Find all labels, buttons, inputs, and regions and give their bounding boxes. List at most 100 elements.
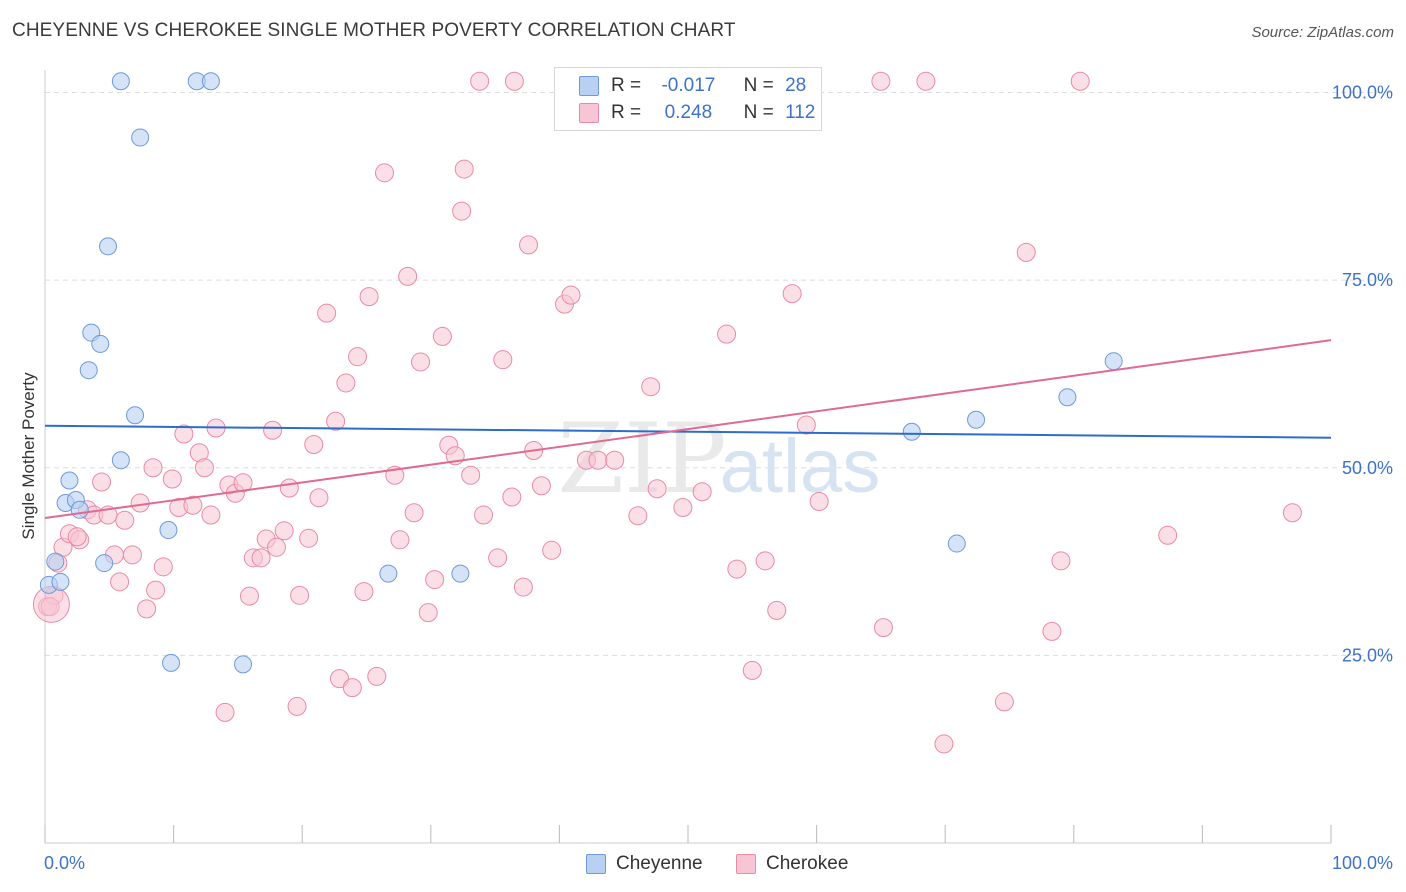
trend-lines <box>44 339 1332 520</box>
cherokee-point <box>115 510 135 530</box>
cherokee-point <box>502 487 522 507</box>
cherokee-point <box>67 527 87 547</box>
cherokee-point <box>873 618 893 638</box>
cherokee-point <box>404 503 424 523</box>
cherokee-point <box>201 505 221 525</box>
cherokee-point <box>755 551 775 571</box>
cheyenne-point <box>91 334 110 353</box>
cheyenne-point <box>1058 388 1077 407</box>
cherokee-point <box>239 586 259 606</box>
cheyenne-point <box>46 552 65 571</box>
cherokee-point <box>122 545 142 565</box>
cherokee-point <box>1282 503 1302 523</box>
cherokee-legend-swatch <box>736 854 756 874</box>
cherokee-point <box>1070 71 1090 91</box>
cherokee-point <box>137 599 157 619</box>
cheyenne-point <box>111 451 130 470</box>
cherokee-point <box>542 540 562 560</box>
x-tick-label-min: 0.0% <box>44 853 85 873</box>
cheyenne-point <box>70 500 89 519</box>
cherokee-point <box>110 572 130 592</box>
x-tick-label-max: 100.0% <box>1332 853 1393 873</box>
cherokee-point <box>742 660 762 680</box>
cheyenne-point <box>126 406 145 425</box>
cherokee-point <box>1042 621 1062 641</box>
cherokee-point <box>767 600 787 620</box>
cherokee-point <box>375 163 395 183</box>
bottom-legend-cherokee[interactable]: Cherokee <box>736 852 848 876</box>
correlation-legend: R = -0.017 N = 28 R = 0.248 N = 112 <box>554 67 822 131</box>
cherokee-point <box>647 479 667 499</box>
tick-labels: 25.0% 50.0% 75.0% 100.0% 0.0% 100.0% <box>44 83 1393 873</box>
cherokee-point <box>317 303 337 323</box>
n-value: 112 <box>785 102 816 123</box>
cherokee-point <box>183 495 203 515</box>
cheyenne-point <box>162 653 181 672</box>
cherokee-trend-line <box>44 339 1332 520</box>
cherokee-point <box>194 458 214 478</box>
n-value: 28 <box>785 75 807 96</box>
cherokee-point <box>727 559 747 579</box>
cherokee-point <box>561 285 581 305</box>
cherokee-point <box>934 734 954 754</box>
cherokee-point <box>290 585 310 605</box>
cherokee-point <box>347 347 367 367</box>
cherokee-point <box>588 450 608 470</box>
cherokee-point <box>146 580 166 600</box>
cherokee-point <box>398 266 418 286</box>
cherokee-point <box>493 350 513 370</box>
cherokee-point <box>474 505 494 525</box>
cheyenne-point <box>902 422 921 441</box>
cherokee-point <box>1158 525 1178 545</box>
watermark-atlas: atlas <box>720 424 881 509</box>
cheyenne-point <box>234 655 253 674</box>
cherokee-point <box>326 411 346 431</box>
cheyenne-point <box>79 361 98 380</box>
bottom-legend-cheyenne[interactable]: Cheyenne <box>586 852 703 876</box>
cheyenne-point <box>51 572 70 591</box>
r-label: R = <box>611 102 642 123</box>
cherokee-point <box>994 692 1014 712</box>
cherokee-point <box>162 469 182 489</box>
axes <box>44 70 1332 844</box>
cheyenne-point <box>60 471 79 490</box>
cherokee-point <box>809 492 829 512</box>
source-label: Source: ZipAtlas.com <box>1251 24 1394 41</box>
cheyenne-point <box>111 72 130 91</box>
chart-title: CHEYENNE VS CHEROKEE SINGLE MOTHER POVER… <box>12 20 736 41</box>
cherokee-point <box>531 476 551 496</box>
cherokee-point <box>418 603 438 623</box>
cherokee-point <box>692 482 712 502</box>
cherokee-point <box>143 458 163 478</box>
cherokee-point <box>504 71 524 91</box>
cherokee-point <box>1016 242 1036 262</box>
cherokee-legend-label: Cherokee <box>766 853 849 874</box>
cherokee-point <box>233 473 253 493</box>
y-tick-label: 25.0% <box>1342 645 1393 665</box>
y-tick-label: 50.0% <box>1342 458 1393 478</box>
cherokee-point <box>263 420 283 440</box>
cherokee-point <box>411 352 431 372</box>
cherokee-point <box>390 530 410 550</box>
cherokee-point <box>641 377 661 397</box>
cherokee-point <box>153 557 173 577</box>
cheyenne-point <box>379 564 398 583</box>
cherokee-point <box>782 284 802 304</box>
y-axis-label: Single Mother Poverty <box>19 372 38 540</box>
n-label: N = <box>743 75 774 96</box>
cheyenne-trend-line <box>44 424 1332 439</box>
cherokee-point <box>461 465 481 485</box>
cherokee-point <box>274 521 294 541</box>
r-value: -0.017 <box>661 75 716 96</box>
cheyenne-point <box>967 410 986 429</box>
cherokee-point <box>673 498 693 518</box>
cheyenne-point <box>159 521 178 540</box>
cherokee-point <box>215 702 235 722</box>
cheyenne-point <box>947 534 966 553</box>
cheyenne-point <box>99 237 118 256</box>
cherokee-point <box>425 570 445 590</box>
cheyenne-point <box>201 72 220 91</box>
cherokee-point <box>605 450 625 470</box>
cheyenne-point <box>131 128 150 147</box>
cherokee-point <box>519 235 539 255</box>
